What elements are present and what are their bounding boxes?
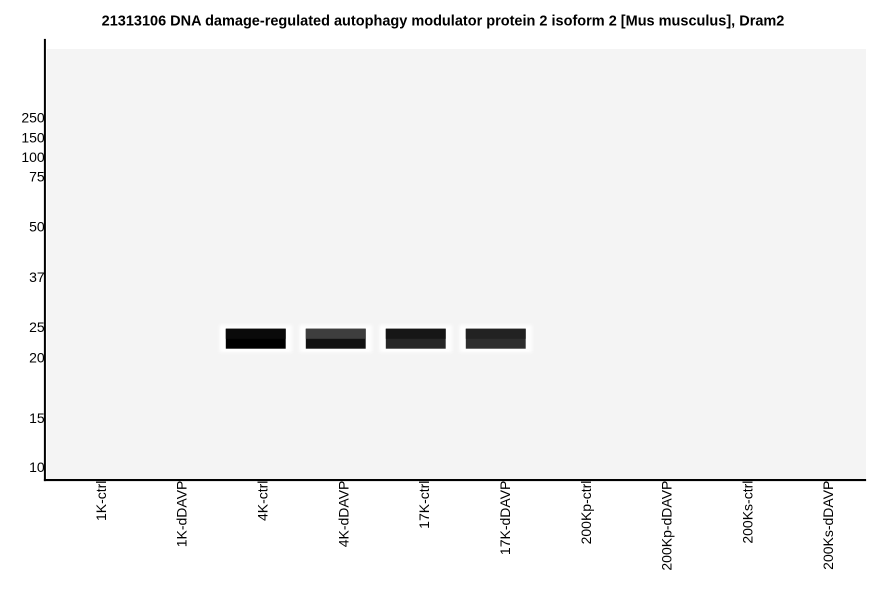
svg-text:37: 37	[29, 269, 45, 285]
svg-text:150: 150	[21, 129, 45, 145]
svg-text:17K-dDAVP: 17K-dDAVP	[497, 481, 513, 555]
svg-text:10: 10	[29, 459, 45, 475]
svg-text:50: 50	[29, 219, 45, 235]
svg-text:200Kp-ctrl: 200Kp-ctrl	[578, 481, 594, 545]
svg-text:250: 250	[21, 110, 45, 126]
svg-text:4K-ctrl: 4K-ctrl	[255, 481, 271, 521]
svg-text:21313106 DNA damage-regulated: 21313106 DNA damage-regulated autophagy …	[102, 13, 785, 29]
svg-text:20: 20	[29, 349, 45, 365]
svg-text:17K-ctrl: 17K-ctrl	[416, 481, 432, 529]
svg-text:1K-dDAVP: 1K-dDAVP	[174, 481, 190, 548]
svg-text:4K-dDAVP: 4K-dDAVP	[335, 481, 351, 548]
svg-text:200Ks-ctrl: 200Ks-ctrl	[739, 481, 755, 544]
svg-text:1K-ctrl: 1K-ctrl	[93, 481, 109, 521]
svg-text:200Kp-dDAVP: 200Kp-dDAVP	[659, 481, 675, 571]
svg-text:100: 100	[21, 149, 45, 165]
svg-text:200Ks-dDAVP: 200Ks-dDAVP	[820, 481, 836, 570]
svg-text:75: 75	[29, 169, 45, 185]
svg-text:25: 25	[29, 319, 45, 335]
svg-text:15: 15	[29, 410, 45, 426]
